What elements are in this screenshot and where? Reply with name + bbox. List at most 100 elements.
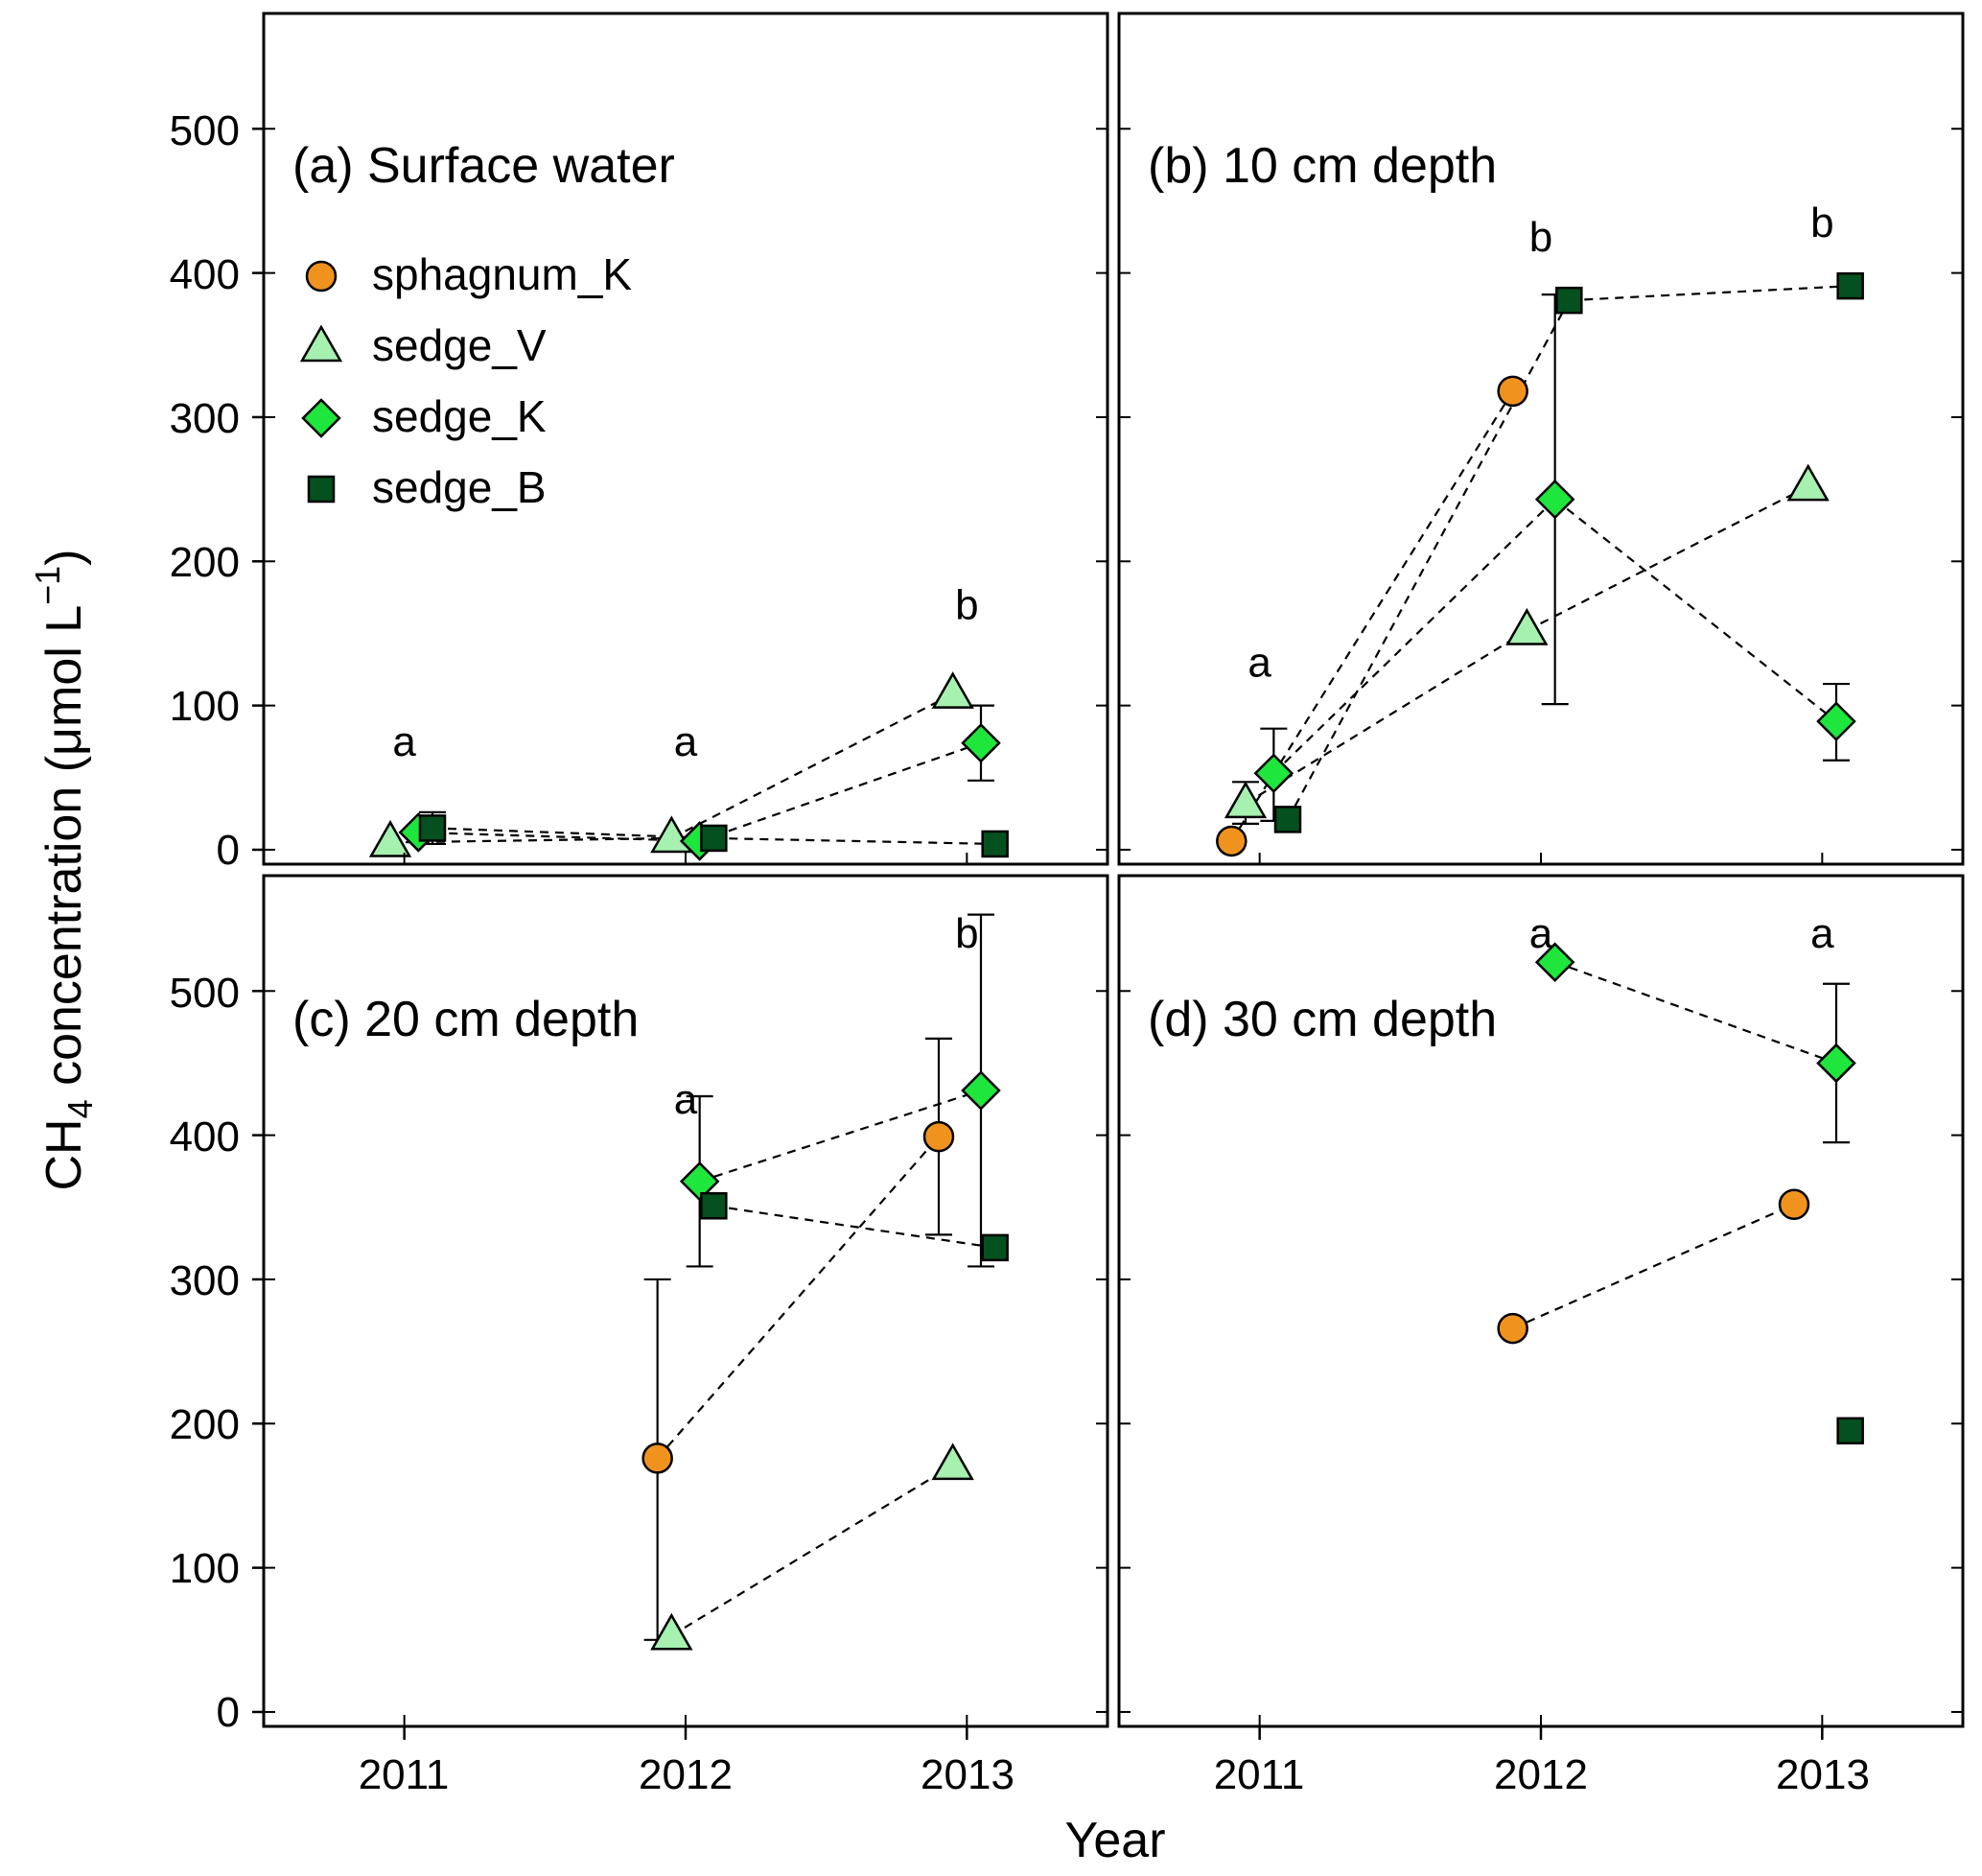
y-tick-label: 200 (170, 1401, 240, 1448)
significance-letter: b (1810, 199, 1833, 246)
sedge_V-point (931, 1442, 974, 1481)
sedge_B-point (1836, 271, 1864, 300)
y-tick-label: 500 (170, 107, 240, 154)
legend: sphagnum_K sedge_V sedge_K sedge_B (299, 249, 632, 512)
x-axis: 2011 2012 2013 2011 2012 2013 (359, 1726, 1870, 1798)
y-axis-title-subscript: 4 (60, 1099, 100, 1118)
y-axis-title: CH4 concentration (μmol L−1) (28, 549, 100, 1190)
legend-label-sedge-v: sedge_V (372, 320, 547, 370)
sedge_B-point (1555, 286, 1583, 315)
sedge_V-point (1505, 607, 1549, 645)
sphagnum_K-point (1216, 825, 1247, 857)
legend-label-sedge-b: sedge_B (372, 462, 547, 512)
x-tick-label: 2013 (921, 1751, 1014, 1798)
sedge_V-point (368, 819, 412, 857)
significance-letter: a (674, 718, 698, 765)
sphagnum_K-point (641, 1442, 673, 1474)
y-tick-label: 100 (170, 683, 240, 730)
sphagnum_K-connector-line (1230, 390, 1514, 842)
sedge_V-point (931, 671, 974, 709)
y-axis-top: 0 100 200 300 400 500 (170, 107, 264, 874)
significance-letter: a (1247, 640, 1271, 687)
significance-letter: b (955, 581, 978, 628)
y-tick-label: 100 (170, 1545, 240, 1592)
panel-c-title: (c) 20 cm depth (292, 992, 639, 1047)
y-tick-label: 300 (170, 1257, 240, 1304)
sedge_K-point (961, 722, 1001, 763)
legend-marker-sedge_B (307, 475, 336, 504)
y-axis-bottom: 0 100 200 300 400 500 (170, 970, 264, 1736)
sedge_K-point (1534, 942, 1575, 982)
y-tick-label: 0 (217, 1689, 240, 1736)
significance-letter: b (955, 910, 978, 957)
sedge_B-point (981, 1233, 1009, 1262)
y-axis-top-ticks (252, 128, 264, 852)
x-axis-ticks (403, 1726, 1824, 1740)
x-tick-label: 2012 (1494, 1751, 1588, 1798)
y-axis-title-prefix: CH (36, 1118, 92, 1190)
panel-a-title: (a) Surface water (292, 138, 675, 194)
y-tick-label: 300 (170, 395, 240, 442)
y-tick-label: 500 (170, 970, 240, 1017)
significance-letter: a (1810, 910, 1834, 957)
sedge_B-point (700, 1192, 728, 1220)
sedge_B-connector-line (713, 1205, 995, 1249)
sedge_B-connector-line (1569, 285, 1851, 302)
panel-d-title: (d) 30 cm depth (1148, 992, 1497, 1047)
sedge_K-point (961, 1070, 1001, 1111)
sedge_K-connector-line (1553, 498, 1837, 723)
sphagnum_K-point (1778, 1188, 1810, 1221)
legend-marker-sphagnum_K (305, 260, 338, 293)
legend-label-sphagnum-k: sphagnum_K (372, 249, 632, 299)
panel-a-marks: a a b (264, 128, 1108, 864)
panel-c: a b (c) 20 cm depth (262, 874, 1109, 1728)
x-tick-label: 2011 (359, 1751, 450, 1798)
y-axis-title-superscript: −1 (28, 566, 67, 605)
sedge_V-connector-line (670, 692, 954, 839)
sphagnum_K-connector-line (1512, 1203, 1795, 1330)
sedge_B-point (1273, 806, 1302, 833)
sedge_K-point (1253, 753, 1294, 794)
x-tick-label: 2011 (1214, 1751, 1305, 1798)
significance-letter: a (1529, 910, 1553, 957)
panel-a: a a b (a) Surface water (262, 12, 1109, 866)
x-axis-title: Year (1064, 1813, 1165, 1868)
panel-b: a b b (b) 10 cm depth (1117, 12, 1965, 866)
sedge_K-point (1816, 1043, 1856, 1084)
sedge_K-point (679, 1161, 720, 1202)
sedge_K-connector-line (418, 831, 700, 843)
x-tick-label: 2013 (1776, 1751, 1870, 1798)
y-axis-title-suffix: ) (36, 549, 92, 565)
sedge_B-point (418, 814, 447, 842)
sphagnum_K-connector-line (656, 1136, 940, 1460)
sedge_V-point (650, 815, 693, 854)
legend-marker-sedge_V (299, 324, 343, 363)
sedge_V-point (1786, 463, 1830, 502)
y-tick-label: 0 (217, 827, 240, 874)
y-tick-label: 400 (170, 1114, 240, 1161)
legend-label-sedge-k: sedge_K (372, 391, 547, 441)
sedge_K-point (1534, 479, 1575, 520)
y-axis-title-main: concentration (μmol L (36, 605, 92, 1100)
sedge_K-connector-line (1554, 961, 1837, 1065)
legend-markers (299, 260, 343, 504)
sedge_K-point (1816, 701, 1856, 741)
legend-marker-sedge_K (301, 398, 341, 438)
y-axis-bottom-ticks (252, 990, 264, 1714)
y-tick-label: 200 (170, 539, 240, 586)
significance-letter: a (674, 1076, 698, 1123)
sedge_B-connector-line (713, 836, 995, 846)
sedge_B-point (1836, 1417, 1864, 1445)
sphagnum_K-point (1497, 1312, 1528, 1345)
sedge_V-point (1224, 781, 1268, 819)
sphagnum_K-point (922, 1120, 955, 1153)
panel-b-title: (b) 10 cm depth (1148, 138, 1497, 194)
sedge_K-connector-line (699, 1089, 982, 1183)
sedge_K-connector-line (1272, 498, 1556, 775)
sedge_B-point (981, 830, 1009, 858)
sedge_B-point (700, 824, 728, 853)
